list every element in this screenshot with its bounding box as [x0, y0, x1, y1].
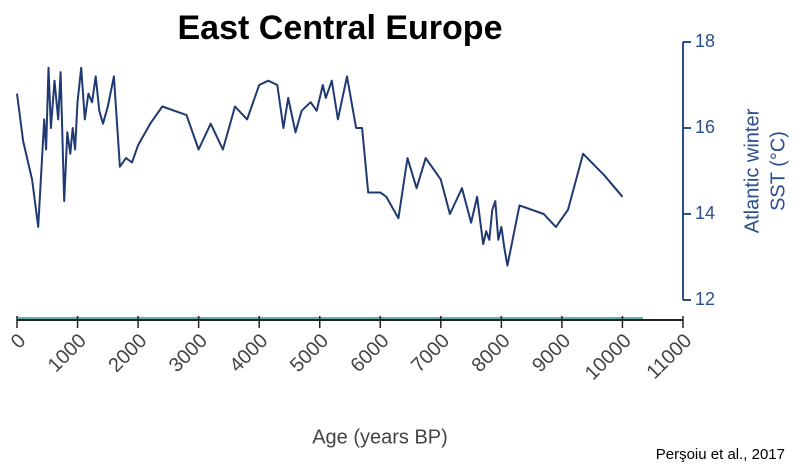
y-tick-label: 18	[695, 31, 715, 51]
x-tick-label: 1000	[44, 330, 91, 377]
x-tick-label: 5000	[286, 330, 333, 377]
x-tick-label: 10000	[581, 330, 636, 385]
y-tick-label: 16	[695, 117, 715, 137]
y-axis-label-line: SST (°C)	[767, 131, 789, 211]
x-tick-label: 6000	[347, 330, 394, 377]
x-tick-label: 9000	[528, 330, 575, 377]
chart-title: East Central Europe	[178, 9, 503, 47]
y-tick-label: 14	[695, 203, 715, 223]
source: Perşoiu et al., 2017	[656, 446, 785, 463]
x-tick-label: 0	[7, 330, 30, 353]
x-tick-label: 8000	[468, 330, 515, 377]
x-tick-label: 2000	[104, 330, 151, 377]
x-tick-label: 11000	[642, 330, 696, 384]
y-axis-label: Atlantic winter SST (°C)	[741, 108, 789, 233]
y-tick-label: 12	[695, 289, 715, 309]
x-tick-label: 7000	[407, 330, 454, 377]
x-tick-label: 4000	[225, 330, 272, 377]
x-axis-label: Age (years BP)	[312, 426, 448, 448]
y-axis-label-line: Atlantic winter	[741, 108, 763, 233]
x-tick-label: 3000	[165, 330, 212, 377]
data-line	[16, 66, 624, 267]
